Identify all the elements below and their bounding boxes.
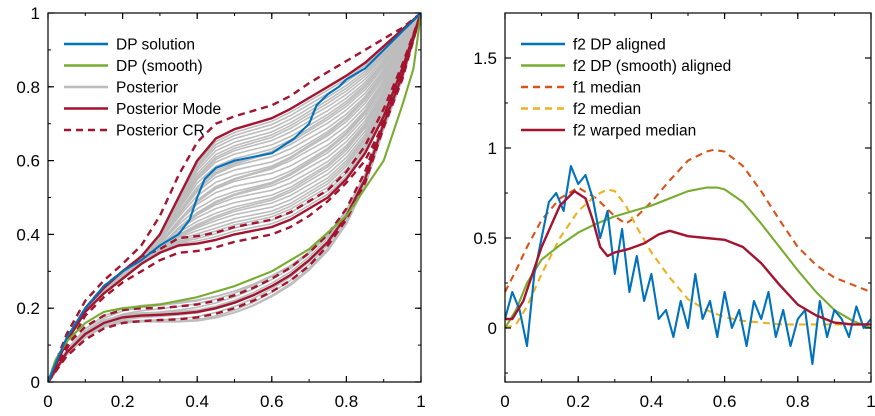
x-tick-label: 0: [500, 392, 509, 411]
series-line-posterior-cr: [48, 13, 421, 382]
posterior-sample-line: [48, 14, 421, 382]
legend: DP solution DP (smooth) Posterior Posterior…: [64, 37, 221, 140]
legend-label: f2 DP aligned: [573, 37, 666, 54]
series-line-dp-smooth: [48, 13, 421, 382]
series-line-f2-dp-aligned: [505, 164, 871, 366]
legend-label: Posterior: [116, 80, 178, 97]
y-tick-label: 0.2: [16, 299, 40, 318]
x-tick-label: 0.6: [260, 392, 284, 411]
y-tick-label: 0: [488, 319, 497, 338]
legend: f2 DP aligned f2 DP (smooth) aligned f1 me…: [521, 37, 731, 140]
series-line-posterior-cr: [48, 13, 421, 382]
series-line-posterior-cr: [48, 13, 421, 382]
x-tick-label: 0.4: [640, 392, 664, 411]
x-tick-label: 0.8: [335, 392, 359, 411]
y-tick-label: 0.4: [16, 225, 40, 244]
y-tick-label: 0.6: [16, 152, 40, 171]
x-tick-label: 1: [866, 392, 875, 411]
series-line-posterior-mode: [48, 13, 421, 382]
x-tick-label: 0.2: [111, 392, 135, 411]
x-tick-label: 0.4: [185, 392, 209, 411]
series-line-f2-median: [505, 188, 871, 329]
series-line-posterior-mode: [48, 13, 421, 382]
x-tick-label: 1: [416, 392, 425, 411]
series-line-posterior-cr: [48, 13, 421, 382]
x-tick-label: 0: [43, 392, 52, 411]
legend-label: f2 median: [573, 101, 641, 118]
series-line-dp-solution: [48, 13, 421, 382]
x-tick-label: 0.8: [786, 392, 810, 411]
series-line-posterior-cr: [48, 13, 421, 382]
x-tick-label: 0.6: [713, 392, 737, 411]
legend-label: f2 DP (smooth) aligned: [573, 58, 731, 75]
y-tick-label: 1.5: [473, 49, 497, 68]
y-tick-label: 0: [31, 373, 40, 392]
legend-label: f1 median: [573, 80, 641, 97]
series-line-f1-median: [505, 148, 871, 293]
legend-label: f2 warped median: [573, 123, 696, 140]
legend-label: DP solution: [116, 37, 195, 54]
legend-label: Posterior CR: [116, 123, 205, 140]
y-tick-label: 0.8: [16, 78, 40, 97]
series-line-f2-dp-smooth-aligned: [505, 186, 871, 329]
y-tick-label: 1: [488, 139, 497, 158]
legend-label: Posterior Mode: [116, 101, 221, 118]
y-tick-label: 0.5: [473, 229, 497, 248]
series-line-f2-warped-median: [505, 189, 871, 326]
y-tick-label: 1: [31, 4, 40, 23]
x-tick-label: 0.2: [566, 392, 590, 411]
legend-label: DP (smooth): [116, 58, 203, 75]
